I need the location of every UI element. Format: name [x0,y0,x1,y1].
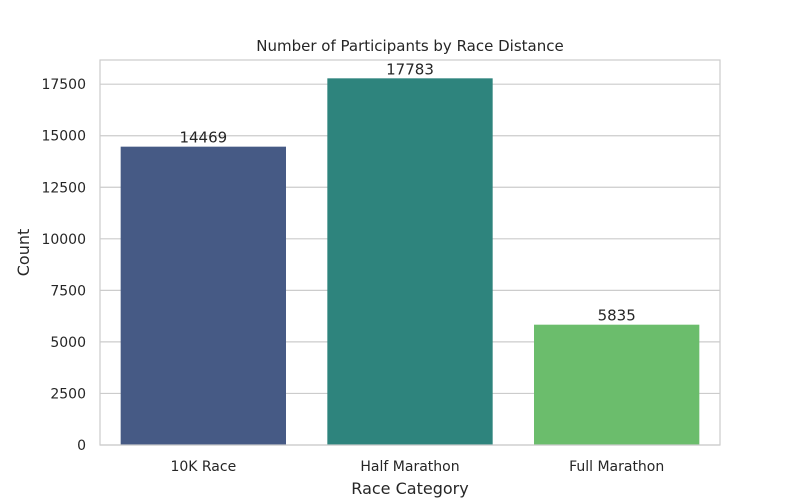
data-labels: 14469 17783 5835 [179,60,635,324]
y-axis-ticks: 0 2500 5000 7500 10000 12500 15000 17500 [41,77,86,454]
bar [327,78,493,446]
y-tick-label: 0 [77,438,86,454]
bar [534,324,700,445]
plot-frame [99,59,721,446]
bar-value-label: 14469 [179,129,227,147]
y-tick-label: 7500 [50,283,86,299]
bar-value-label: 17783 [386,60,434,78]
x-tick-label: Half Marathon [360,459,459,475]
y-axis-label: Count [14,229,33,277]
y-tick-label: 10000 [41,232,86,248]
y-tick-label: 2500 [50,386,86,402]
chart-title: Number of Participants by Race Distance [256,37,563,55]
x-tick-label: 10K Race [170,459,236,475]
bar [120,146,287,445]
x-tick-label: Full Marathon [569,459,664,475]
y-tick-label: 17500 [41,77,86,93]
bars [120,78,700,446]
x-axis-ticks: 10K Race Half Marathon Full Marathon [170,459,664,475]
bar-value-label: 5835 [598,307,636,325]
y-tick-label: 15000 [41,129,86,145]
x-axis-label: Race Category [351,479,468,498]
y-tick-label: 12500 [41,180,86,196]
y-tick-label: 5000 [50,335,86,351]
